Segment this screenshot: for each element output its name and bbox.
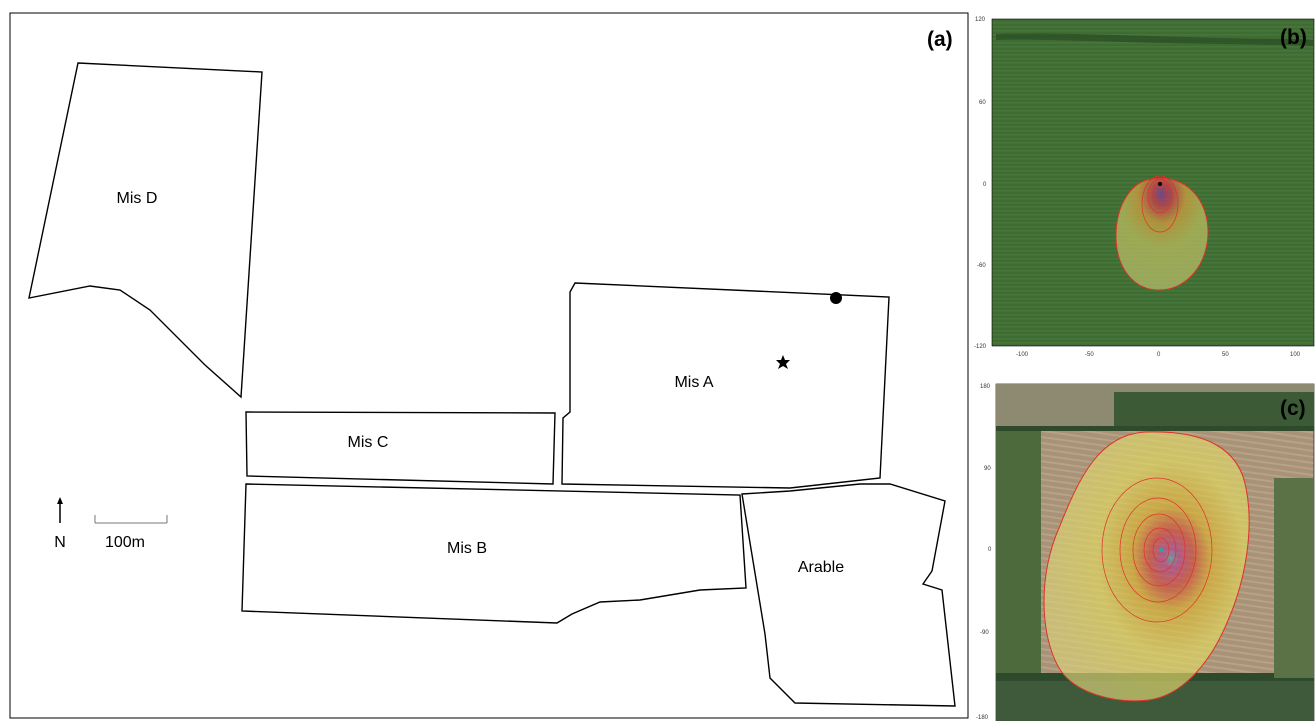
panel-c-label: (c) — [1280, 397, 1306, 420]
panel-a-label: (a) — [927, 28, 953, 51]
footprint-contour-c-1 — [1101, 477, 1213, 623]
field-label-mis-a: Mis A — [674, 374, 713, 391]
field-mis-d — [28, 62, 263, 399]
field-label-arable: Arable — [798, 559, 844, 576]
panel-c-y-tick: 90 — [984, 466, 991, 472]
field-mis-c — [245, 411, 556, 485]
footprint-contour-b-1 — [1141, 175, 1179, 233]
panel-b-y-tick: -60 — [977, 263, 986, 269]
field-arable — [741, 483, 956, 707]
panel-b-x-tick: -50 — [1085, 352, 1094, 358]
field-label-mis-c: Mis C — [348, 434, 389, 451]
footprint-contour-c-2 — [1119, 497, 1197, 603]
panel-b-x-tick: 100 — [1290, 352, 1301, 358]
green-field-top-right — [1114, 392, 1314, 428]
green-field-left — [996, 428, 1041, 678]
field-label-mis-b: Mis B — [447, 540, 487, 557]
north-arrow-icon — [57, 497, 63, 523]
station-dot-marker — [830, 292, 842, 304]
hedge-top — [996, 426, 1314, 431]
panel-b-y-tick: 60 — [979, 100, 986, 106]
footprint-outline-b — [1115, 177, 1209, 291]
scale-bar — [94, 515, 168, 524]
panel-b-y-tick: 120 — [975, 17, 986, 23]
panel-c-y-tick: -90 — [980, 630, 989, 636]
panel-b-x-tick: 50 — [1222, 352, 1229, 358]
panel-b-x-tick: -100 — [1016, 352, 1029, 358]
footprint-panel-c: 180 90 0 -90 -180 (c) — [976, 383, 1315, 721]
panel-b-y-tick: 0 — [983, 182, 987, 188]
tower-marker-c — [1159, 548, 1163, 552]
footprint-contour-b-2 — [1147, 178, 1173, 214]
panel-c-y-tick: -180 — [976, 715, 989, 721]
panel-b-y-tick: -120 — [974, 344, 987, 350]
panel-c-y-tick: 0 — [988, 547, 992, 553]
tower-marker-b — [1158, 182, 1162, 186]
panel-b-x-tick: 0 — [1157, 352, 1161, 358]
field-mis-a — [561, 282, 890, 489]
footprint-contour-c-5 — [1152, 537, 1170, 563]
footprint-panel-b: 120 60 0 -60 -120 -100 -50 0 50 100 (b) — [974, 17, 1315, 358]
scale-label: 100m — [105, 534, 145, 551]
north-label: N — [54, 534, 66, 551]
green-field-right — [1274, 478, 1314, 678]
footprint-outline-c — [1043, 431, 1250, 702]
panel-c-y-tick: 180 — [980, 384, 991, 390]
field-label-mis-d: Mis D — [117, 190, 158, 207]
hedge-strip — [996, 33, 1314, 46]
panel-b-label: (b) — [1280, 26, 1307, 49]
field-map-panel: Mis D Mis A Mis C Mis B Arable N 100m (a… — [9, 12, 969, 719]
star-marker — [776, 355, 790, 369]
field-mis-b — [241, 483, 747, 624]
footprint-contour-c-4 — [1143, 527, 1177, 573]
footprint-contour-c-3 — [1132, 513, 1186, 587]
